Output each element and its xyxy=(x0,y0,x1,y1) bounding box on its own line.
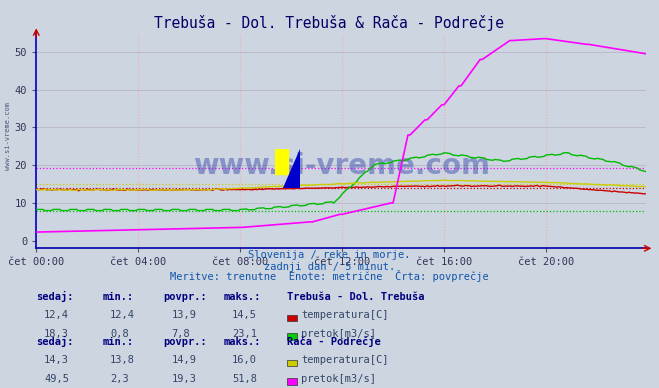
Text: 18,3: 18,3 xyxy=(44,329,69,339)
Text: Trebuša - Dol. Trebuša: Trebuša - Dol. Trebuša xyxy=(287,291,424,301)
Text: povpr.:: povpr.: xyxy=(163,336,207,346)
Text: 51,8: 51,8 xyxy=(232,374,257,384)
Text: 13,8: 13,8 xyxy=(110,355,135,365)
Text: pretok[m3/s]: pretok[m3/s] xyxy=(301,329,376,339)
Text: Trebuša - Dol. Trebuša & Rača - Podrečje: Trebuša - Dol. Trebuša & Rača - Podrečje xyxy=(154,15,505,31)
Text: 49,5: 49,5 xyxy=(44,374,69,384)
Text: pretok[m3/s]: pretok[m3/s] xyxy=(301,374,376,384)
Text: 14,5: 14,5 xyxy=(232,310,257,320)
Bar xyxy=(275,149,289,174)
Text: min.:: min.: xyxy=(102,291,133,301)
Text: 16,0: 16,0 xyxy=(232,355,257,365)
Text: maks.:: maks.: xyxy=(224,291,262,301)
Text: 7,8: 7,8 xyxy=(171,329,190,339)
Text: www.si-vreme.com: www.si-vreme.com xyxy=(5,102,11,170)
Text: maks.:: maks.: xyxy=(224,336,262,346)
Text: 12,4: 12,4 xyxy=(110,310,135,320)
Text: 23,1: 23,1 xyxy=(232,329,257,339)
Text: min.:: min.: xyxy=(102,336,133,346)
Text: temperatura[C]: temperatura[C] xyxy=(301,310,389,320)
Text: 14,9: 14,9 xyxy=(171,355,196,365)
Text: Meritve: trenutne  Enote: metrične  Črta: povprečje: Meritve: trenutne Enote: metrične Črta: … xyxy=(170,270,489,282)
Text: www.si-vreme.com: www.si-vreme.com xyxy=(192,152,490,180)
Text: Rača - Podrečje: Rača - Podrečje xyxy=(287,336,380,346)
Text: 19,3: 19,3 xyxy=(171,374,196,384)
Text: 12,4: 12,4 xyxy=(44,310,69,320)
Text: sedaj:: sedaj: xyxy=(36,291,74,301)
Text: 0,8: 0,8 xyxy=(110,329,129,339)
Polygon shape xyxy=(283,149,300,188)
Text: temperatura[C]: temperatura[C] xyxy=(301,355,389,365)
Text: sedaj:: sedaj: xyxy=(36,336,74,346)
Text: 14,3: 14,3 xyxy=(44,355,69,365)
Text: zadnji dan / 5 minut.: zadnji dan / 5 minut. xyxy=(264,262,395,272)
Text: 13,9: 13,9 xyxy=(171,310,196,320)
Text: 2,3: 2,3 xyxy=(110,374,129,384)
Text: povpr.:: povpr.: xyxy=(163,291,207,301)
Text: Slovenija / reke in morje.: Slovenija / reke in morje. xyxy=(248,250,411,260)
